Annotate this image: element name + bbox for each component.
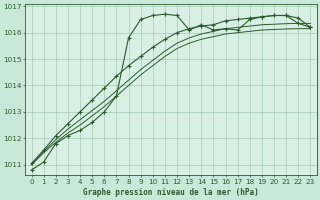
X-axis label: Graphe pression niveau de la mer (hPa): Graphe pression niveau de la mer (hPa): [83, 188, 259, 197]
